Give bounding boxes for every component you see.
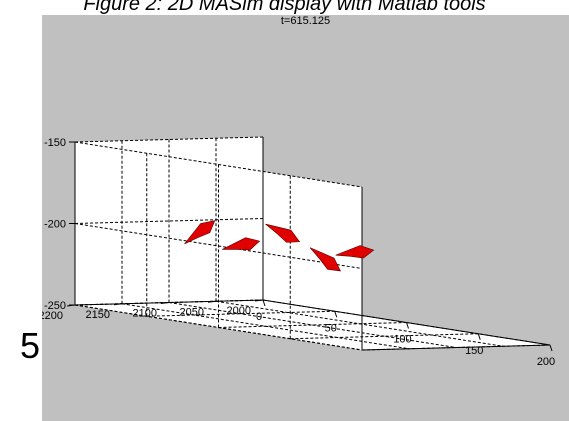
grid-line-z-side [74,304,363,351]
x-tick-mark [406,322,409,329]
figure-caption: Figure 2: 2D MASim display with Matlab t… [83,0,486,15]
plot-title: t=615.125 [280,15,331,27]
x-tick-label: 100 [393,334,411,346]
y-tick-label: 2150 [86,309,110,321]
grid-line-z-back [74,218,264,224]
x-tick-label: 50 [325,322,337,334]
stray-text: 5. [20,326,42,366]
y-tick-mark [207,300,217,303]
grid-line-x-floor [290,333,479,340]
y-tick-mark [254,299,264,302]
grid-line-y-floor [121,303,410,350]
agent-marker[interactable] [262,221,302,246]
z-tick-label: -250 [44,300,66,312]
figure-window: t=615.125 0 50 100 150 200 2000 2050 2100 2150 22… [42,15,569,421]
x-tick-mark [477,333,481,340]
y-tick-mark [113,303,123,306]
y-tick-mark [160,302,170,304]
x-tick-mark [334,311,338,318]
agent-arrow-shape [335,245,375,259]
grid-line-z-side [74,223,363,269]
y-tick-label: 2000 [227,305,251,317]
y-tick-label: 2100 [133,308,157,320]
agent-marker[interactable] [182,215,218,251]
grid-line-z-side [74,141,363,188]
grid-line-x-floor [218,322,407,328]
agent-arrow-shape [265,223,301,243]
z-tick-label: -200 [44,219,66,231]
grid-line-z-back [74,136,264,143]
agent-marker[interactable] [305,245,344,275]
grid-line-y-floor [168,302,457,348]
agent-marker[interactable] [335,242,375,264]
y-tick-label: 2050 [180,306,204,318]
x-tick-label: 200 [537,356,555,368]
grid-line-y-floor [215,300,504,347]
x-tick-mark [549,344,553,352]
y-tick-label: 2200 [42,310,63,322]
grid-line-x-floor [146,310,335,317]
agent-arrow-shape [309,247,341,272]
axes-3d[interactable]: 0 50 100 150 200 2000 2050 2100 2150 2200-250 -200… [42,15,569,421]
agent-arrow-shape [184,220,216,245]
agent-arrow-shape [222,237,261,251]
frame-edge [361,344,551,351]
x-tick-label: 0 [256,311,262,323]
x-tick-mark [262,299,266,307]
x-tick-label: 150 [465,345,483,357]
z-tick-label: -150 [44,137,66,149]
agent-marker[interactable] [221,234,261,259]
